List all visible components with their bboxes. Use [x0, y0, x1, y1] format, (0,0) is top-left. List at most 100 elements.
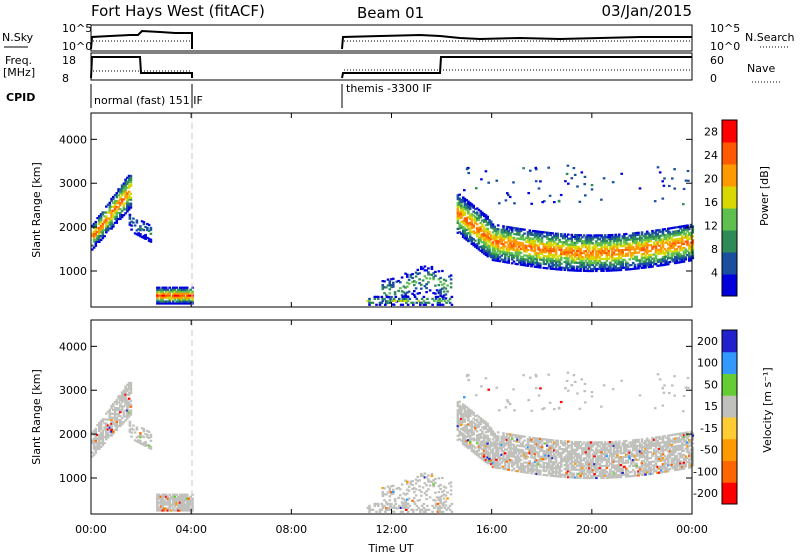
velocity-cell — [551, 439, 554, 441]
velocity-cell — [158, 494, 161, 496]
velocity-cell — [399, 494, 402, 496]
velocity-cell — [431, 475, 434, 477]
velocity-cell — [604, 469, 607, 471]
power-cell — [592, 252, 595, 254]
power-cell — [581, 256, 584, 258]
power-cell — [595, 270, 598, 272]
velocity-cell — [168, 500, 171, 502]
power-cell — [620, 269, 623, 271]
power-cell — [603, 177, 606, 179]
power-cell — [534, 248, 537, 250]
velocity-cell — [579, 441, 582, 443]
power-cell — [507, 260, 510, 262]
nave-tick-top: 60 — [710, 54, 724, 67]
power-cell — [529, 229, 532, 231]
velocity-cell — [579, 477, 582, 479]
velocity-cell — [165, 494, 168, 496]
velocity-cell — [381, 503, 384, 505]
power-cell — [466, 168, 469, 170]
velocity-cell — [105, 422, 108, 424]
power-cell — [635, 256, 638, 258]
power-cell — [469, 208, 472, 210]
velocity-cell — [579, 455, 582, 457]
power-cell — [425, 287, 428, 289]
velocity-cell — [442, 503, 445, 505]
power-cell — [136, 219, 139, 221]
velocity-cell — [476, 418, 479, 420]
velocity-cell — [170, 505, 173, 507]
velocity-cell — [156, 500, 159, 502]
power-cell — [557, 235, 560, 237]
velocity-cell — [102, 420, 105, 422]
power-cell — [440, 300, 443, 302]
power-cell — [112, 226, 115, 228]
power-colorbar-swatch — [722, 252, 737, 275]
power-cell — [439, 277, 442, 279]
velocity-cell — [478, 449, 481, 451]
power-cell — [156, 297, 159, 299]
power-cell — [558, 239, 561, 241]
power-cell — [447, 300, 450, 302]
velocity-cell — [592, 471, 595, 473]
power-cell — [673, 168, 676, 170]
velocity-cell — [464, 419, 467, 421]
velocity-cell — [621, 470, 624, 472]
velocity-cell — [599, 463, 602, 465]
power-cell — [119, 212, 122, 214]
velocity-cell — [567, 441, 570, 443]
power-cell — [150, 241, 153, 243]
power-cell — [516, 257, 519, 259]
power-cell — [592, 270, 595, 272]
power-cell — [620, 241, 623, 243]
velocity-cell — [425, 490, 428, 492]
velocity-cell — [161, 505, 164, 507]
power-cell — [513, 202, 516, 204]
velocity-cell — [130, 390, 133, 392]
power-cell — [497, 228, 500, 230]
velocity-cell — [139, 432, 142, 434]
power-cell — [571, 252, 574, 254]
power-cell — [488, 231, 491, 233]
power-cell — [586, 252, 589, 254]
velocity-cell — [143, 428, 146, 430]
power-cell — [116, 210, 119, 212]
velocity-cell — [518, 441, 521, 443]
velocity-cell — [497, 451, 500, 453]
velocity-cell — [450, 493, 453, 495]
velocity-cell — [592, 449, 595, 451]
velocity-cell — [478, 426, 481, 428]
velocity-cell — [502, 434, 505, 436]
power-cell — [446, 290, 449, 292]
power-cell — [479, 216, 482, 218]
velocity-cell — [175, 494, 178, 496]
velocity-cell — [445, 500, 448, 502]
power-cell — [581, 246, 584, 248]
velocity-cell — [449, 509, 452, 511]
velocity-cell — [429, 484, 432, 486]
power-cell — [424, 285, 427, 287]
velocity-cell — [98, 430, 101, 432]
power-cell — [583, 234, 586, 236]
power-cell — [620, 243, 623, 245]
power-cell — [609, 240, 612, 242]
power-cell — [423, 296, 426, 298]
power-cell — [394, 293, 397, 295]
velocity-cell — [126, 417, 129, 419]
velocity-cell — [597, 469, 600, 471]
power-cell — [392, 286, 395, 288]
power-cell — [669, 261, 672, 263]
power-cell — [384, 304, 387, 306]
velocity-cell — [107, 432, 110, 434]
velocity-cell — [507, 465, 510, 467]
power-cell — [567, 261, 570, 263]
velocity-cell — [434, 492, 437, 494]
power-cell — [121, 202, 124, 204]
power-cell — [161, 291, 164, 293]
power-cell — [558, 265, 561, 267]
velocity-cell — [620, 476, 623, 478]
power-cell — [522, 242, 525, 244]
power-cell — [555, 250, 558, 252]
velocity-cell — [609, 473, 612, 475]
power-cell — [502, 225, 505, 227]
